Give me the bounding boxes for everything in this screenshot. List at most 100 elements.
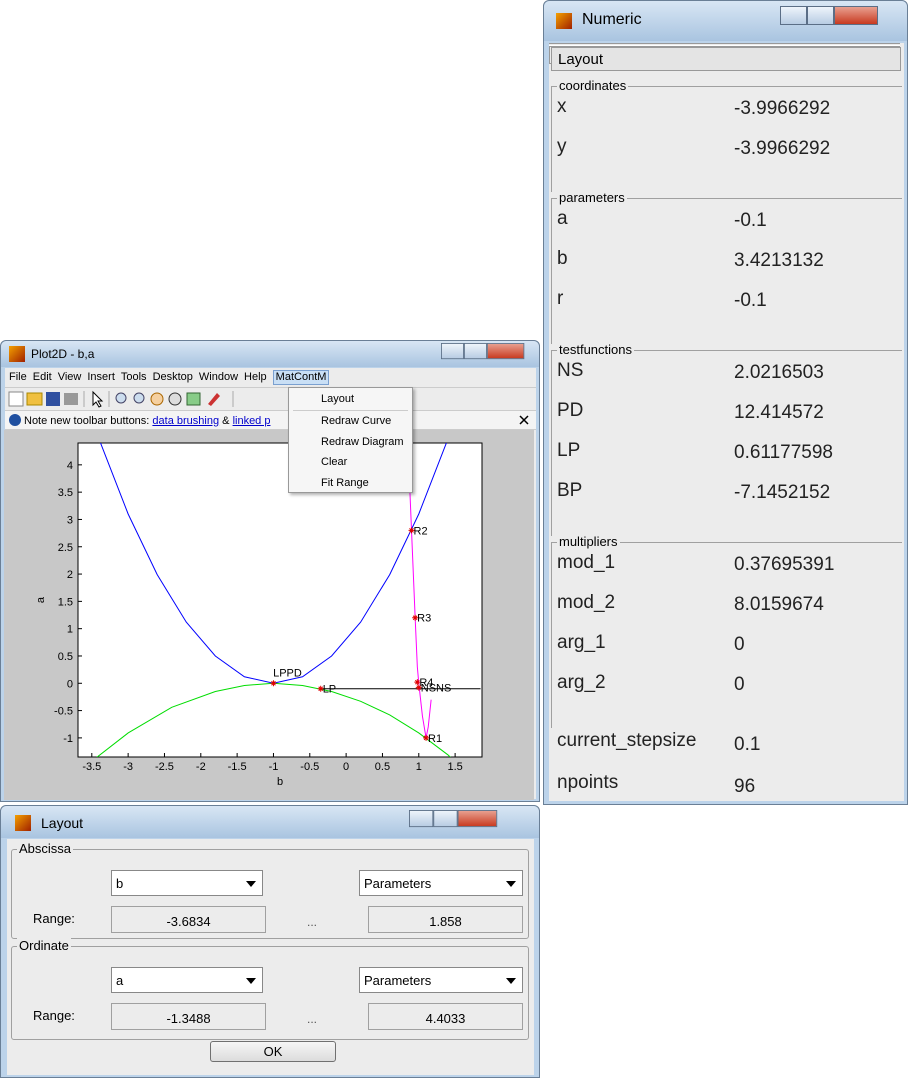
y-axis-label: a bbox=[35, 596, 47, 603]
param-value: 12.414572 bbox=[734, 402, 824, 423]
menu-item[interactable]: Help bbox=[244, 371, 267, 383]
param-label: mod_2 bbox=[557, 592, 616, 613]
y-tick-label: 2.5 bbox=[58, 542, 73, 554]
zoom-out-icon[interactable] bbox=[133, 392, 145, 404]
param-label: NS bbox=[557, 360, 584, 381]
special-point bbox=[270, 680, 277, 687]
brush-icon[interactable] bbox=[208, 393, 220, 406]
special-point bbox=[414, 679, 421, 686]
x-tick-label: -0.5 bbox=[300, 761, 319, 773]
info-bar: Note new toolbar buttons: data brushing … bbox=[5, 410, 536, 430]
toolbar bbox=[5, 387, 536, 409]
param-value: 96 bbox=[734, 776, 756, 797]
pan-icon[interactable] bbox=[150, 392, 164, 406]
x-axis-label: b bbox=[277, 776, 283, 788]
param-label: PD bbox=[557, 400, 584, 421]
x-tick-label: -3.5 bbox=[82, 761, 101, 773]
range-max: 1.858 bbox=[368, 906, 523, 933]
minimize-button[interactable] bbox=[441, 343, 464, 360]
zoom-in-icon[interactable] bbox=[115, 392, 127, 404]
group-title: parameters bbox=[557, 190, 627, 205]
note-text: Note new toolbar buttons: bbox=[24, 415, 150, 427]
new-icon[interactable] bbox=[8, 391, 24, 407]
save-icon[interactable] bbox=[46, 392, 60, 406]
y-tick-label: 0.5 bbox=[58, 651, 73, 663]
open-icon[interactable] bbox=[26, 392, 43, 406]
param-value: -3.9966292 bbox=[734, 138, 831, 159]
x-tick-label: -2.5 bbox=[155, 761, 174, 773]
special-point bbox=[408, 527, 415, 534]
print-icon[interactable] bbox=[64, 393, 78, 405]
maximize-button[interactable] bbox=[463, 343, 487, 360]
ok-button[interactable]: OK bbox=[210, 1041, 336, 1062]
variable-select[interactable]: b bbox=[111, 870, 263, 896]
x-tick-label: -1 bbox=[269, 761, 279, 773]
close-button[interactable] bbox=[457, 810, 498, 828]
close-button[interactable] bbox=[486, 343, 525, 360]
point-label: LPPD bbox=[273, 667, 302, 679]
group-box bbox=[551, 350, 902, 536]
kind-select[interactable]: Parameters bbox=[359, 967, 523, 993]
numeric-client: Layout coordinates x -3.9966292 y -3.9966292… bbox=[549, 43, 904, 801]
menu-item[interactable]: Redraw Diagram bbox=[321, 435, 404, 448]
param-value: 0 bbox=[734, 634, 745, 655]
param-label: b bbox=[557, 248, 568, 269]
param-value: 0.61177598 bbox=[734, 442, 833, 463]
group-box bbox=[11, 946, 529, 1040]
group-title: coordinates bbox=[557, 78, 629, 93]
close-button[interactable] bbox=[834, 6, 878, 25]
y-tick-label: 1 bbox=[67, 624, 73, 636]
variable-select[interactable]: a bbox=[111, 967, 263, 993]
title-bar: Layout bbox=[1, 806, 539, 838]
y-tick-label: 3 bbox=[67, 514, 73, 526]
menu-bar: File Edit View Insert Tools Desktop Window Help… bbox=[5, 369, 536, 387]
param-label: arg_1 bbox=[557, 632, 606, 653]
note-text: & bbox=[222, 415, 230, 427]
close-info-icon[interactable] bbox=[519, 415, 529, 425]
datacursor-icon[interactable] bbox=[186, 392, 201, 406]
rotate-icon[interactable] bbox=[168, 392, 182, 406]
point-label: R3 bbox=[417, 613, 431, 625]
window-buttons bbox=[409, 810, 498, 828]
menu-item[interactable]: Insert bbox=[87, 371, 115, 383]
menu-item[interactable]: File bbox=[9, 371, 27, 383]
param-value: -3.9966292 bbox=[734, 98, 831, 119]
layout-client: OK Abscissa b Parameters Range: -3.6834... 1.… bbox=[7, 839, 534, 1075]
menu-item[interactable]: MatContM bbox=[272, 370, 330, 385]
app-icon bbox=[556, 13, 572, 29]
link[interactable]: linked p bbox=[232, 415, 271, 427]
param-value: 0 bbox=[734, 674, 745, 695]
x-tick-label: 0 bbox=[343, 761, 349, 773]
menu-item[interactable]: Clear bbox=[321, 456, 348, 468]
group-box bbox=[11, 849, 529, 939]
param-label: LP bbox=[557, 440, 581, 461]
menu-item[interactable]: Layout bbox=[321, 393, 355, 405]
param-value: -0.1 bbox=[734, 210, 767, 231]
range-dots: ... bbox=[307, 915, 318, 929]
menu-item[interactable]: Edit bbox=[32, 371, 52, 383]
minimize-button[interactable] bbox=[780, 6, 807, 25]
menu-item[interactable]: Fit Range bbox=[321, 476, 369, 489]
y-tick-label: 2 bbox=[67, 569, 73, 581]
minimize-button[interactable] bbox=[409, 810, 434, 828]
link[interactable]: data brushing bbox=[152, 415, 220, 427]
app-icon bbox=[9, 346, 25, 362]
param-label: y bbox=[557, 136, 567, 157]
group-title: testfunctions bbox=[557, 342, 634, 357]
menu-item[interactable]: Tools bbox=[120, 371, 147, 383]
maximize-button[interactable] bbox=[807, 6, 834, 25]
layout-menu[interactable]: Layout bbox=[551, 47, 901, 71]
menu-item[interactable]: Redraw Curve bbox=[321, 415, 392, 427]
select-icon[interactable] bbox=[92, 390, 104, 408]
menu-item[interactable]: View bbox=[57, 371, 82, 383]
group-title: Ordinate bbox=[17, 938, 71, 953]
maximize-button[interactable] bbox=[433, 810, 458, 828]
menu-item[interactable]: Desktop bbox=[152, 371, 193, 383]
point-label: R2 bbox=[414, 525, 428, 537]
range-min: -3.6834 bbox=[111, 906, 266, 933]
kind-select[interactable]: Parameters bbox=[359, 870, 523, 896]
x-tick-label: -1.5 bbox=[228, 761, 247, 773]
menu-item[interactable]: Window bbox=[198, 371, 239, 383]
info-icon bbox=[9, 414, 21, 426]
